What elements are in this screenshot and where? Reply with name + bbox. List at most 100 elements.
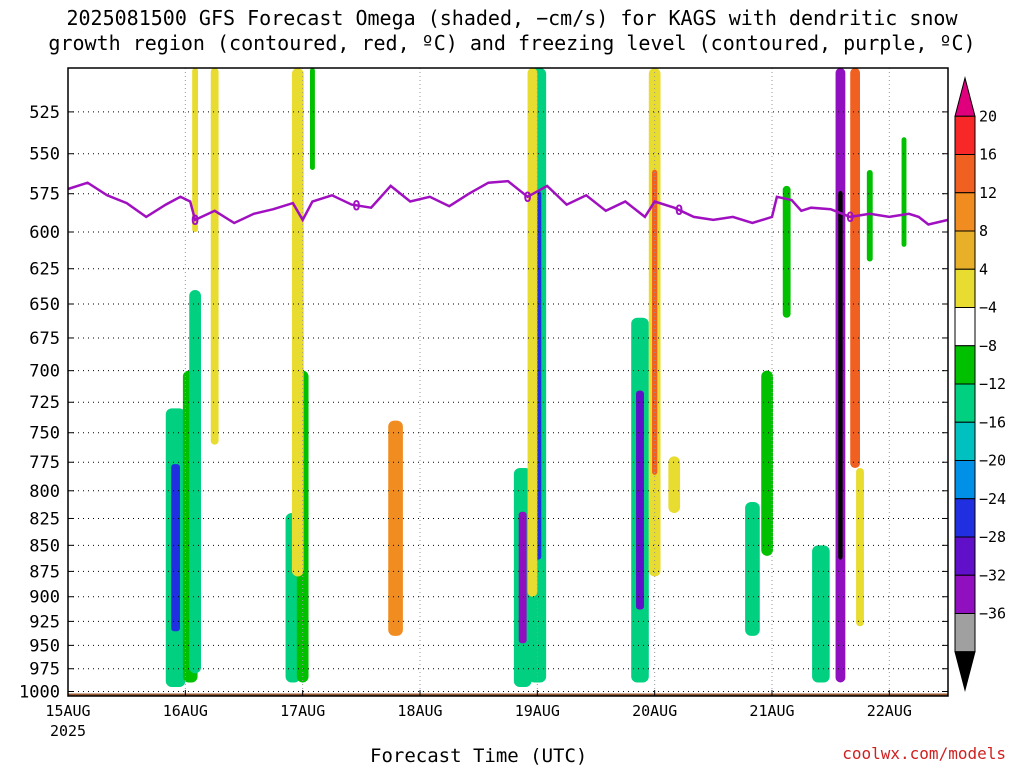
x-tick-label: 22AUG [867, 702, 912, 720]
x-tick-label: 15AUG [45, 702, 90, 720]
gridlines [67, 68, 948, 696]
omega-region-core [518, 511, 527, 644]
colorbar-segment [954, 536, 976, 576]
y-tick-label: 750 [29, 424, 60, 444]
omega-region-core [838, 190, 843, 560]
omega-region [850, 68, 860, 469]
x-tick-label: 21AUG [749, 702, 794, 720]
x-tick-label: 18AUG [397, 702, 442, 720]
colorbar-segment [954, 498, 976, 538]
colorbar-segment [954, 345, 976, 385]
omega-region [866, 169, 873, 262]
omega-region [388, 420, 403, 636]
credit-text: coolwx.com/models [842, 744, 1006, 763]
y-tick-label: 675 [29, 329, 60, 349]
colorbar-segment [954, 613, 976, 653]
colorbar-segment [954, 383, 976, 423]
omega-shading [165, 68, 907, 688]
colorbar-segment [954, 421, 976, 461]
colorbar-segment [954, 651, 976, 692]
y-tick-label: 900 [29, 588, 60, 608]
colorbar-label: −16 [979, 413, 1006, 431]
omega-region [812, 545, 830, 683]
ground-fill [68, 693, 948, 696]
y-tick-label: 600 [29, 223, 60, 243]
colorbar-segment [954, 76, 976, 117]
omega-region [745, 501, 760, 636]
omega-region [310, 68, 315, 170]
colorbar-label: 8 [979, 222, 988, 240]
y-tick-label: 625 [29, 260, 60, 280]
freezing-level-label: 0 [352, 198, 360, 214]
omega-region [210, 68, 219, 445]
y-tick-label: 800 [29, 482, 60, 502]
x-tick-label: 19AUG [515, 702, 560, 720]
omega-region-core [636, 390, 644, 610]
omega-region [856, 468, 864, 627]
y-tick-label: 950 [29, 636, 60, 656]
colorbar-segment [954, 268, 976, 308]
colorbar-label: −32 [979, 566, 1006, 584]
x-tick-label: 17AUG [280, 702, 325, 720]
y-tick-label: 875 [29, 562, 60, 582]
y-tick-label: 575 [29, 185, 60, 205]
y-tick-label: 975 [29, 660, 60, 680]
omega-region [527, 68, 538, 597]
colorbar-label: −20 [979, 452, 1006, 470]
x-tick-year-label: 2025 [50, 722, 86, 740]
colorbar-label: −12 [979, 375, 1006, 393]
colorbar-label: −4 [979, 299, 997, 317]
omega-region [901, 137, 907, 247]
colorbar-label: −24 [979, 490, 1006, 508]
colorbar-label: −8 [979, 337, 997, 355]
y-tick-label: 925 [29, 612, 60, 632]
omega-region [189, 290, 201, 674]
freezing-level-label: 0 [675, 203, 683, 219]
omega-region [782, 185, 791, 318]
chart-title: 2025081500 GFS Forecast Omega (shaded, −… [0, 6, 1024, 56]
y-tick-label: 775 [29, 453, 60, 473]
y-tick-label: 525 [29, 103, 60, 123]
omega-region [668, 456, 681, 513]
omega-region-core [652, 169, 658, 475]
colorbar-label: −36 [979, 605, 1006, 623]
title-line-2: growth region (contoured, red, ºC) and f… [48, 31, 976, 55]
colorbar-label: 4 [979, 260, 988, 278]
omega-region [761, 370, 773, 556]
colorbar-segment [954, 154, 976, 194]
x-axis-label: Forecast Time (UTC) [370, 745, 588, 767]
colorbar-segment [954, 574, 976, 614]
freezing-level-label: 0 [191, 213, 199, 229]
colorbar-segment [954, 460, 976, 500]
omega-region-core [171, 464, 180, 632]
y-tick-label: 850 [29, 536, 60, 556]
colorbar-segment [954, 307, 976, 347]
x-tick-label: 16AUG [163, 702, 208, 720]
colorbar: 20 16 12 8 4 −4 −8 −12 −16 −20 −24 −28 −32 −36 [954, 76, 1006, 692]
colorbar-label: 20 [979, 107, 997, 125]
y-tick-label: 825 [29, 509, 60, 529]
colorbar-segment [954, 230, 976, 270]
y-tick-label: 550 [29, 145, 60, 165]
axes: 525 550 575 600 625 650 675 700 725 750 775 800 825 8… [19, 67, 949, 740]
title-line-1: 2025081500 GFS Forecast Omega (shaded, −… [66, 6, 958, 30]
freezing-level-line [67, 179, 949, 226]
y-tick-label: 1000 [19, 683, 60, 703]
plot-frame [67, 67, 949, 697]
x-tick-label: 20AUG [632, 702, 677, 720]
y-tick-label: 725 [29, 393, 60, 413]
freezing-level-label: 0 [523, 190, 531, 206]
omega-region [192, 68, 199, 233]
colorbar-segment [954, 192, 976, 232]
freezing-level-label: 0 [846, 210, 854, 226]
colorbar-segment [954, 115, 976, 155]
y-tick-label: 700 [29, 362, 60, 382]
colorbar-label: 12 [979, 184, 997, 202]
colorbar-label: 16 [979, 146, 997, 164]
y-tick-label: 650 [29, 295, 60, 315]
freezing-level: 0 0 0 0 0 [67, 179, 949, 229]
colorbar-label: −28 [979, 528, 1006, 546]
omega-region [291, 68, 304, 577]
ground-surface [68, 693, 948, 696]
